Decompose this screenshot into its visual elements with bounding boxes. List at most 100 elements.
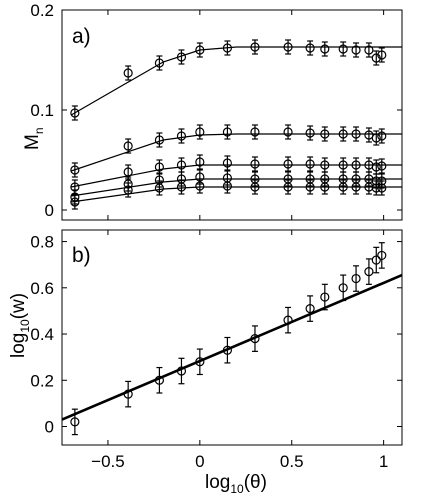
series-2-point-marker (338, 129, 348, 139)
series-1-point-marker (320, 44, 330, 54)
series-1-point-marker (123, 68, 133, 78)
data-point-marker (377, 250, 387, 261)
series-1-point-marker (250, 42, 260, 52)
series-3-point-marker (123, 167, 133, 177)
panel-b-fit-line (61, 273, 403, 421)
series-1-point-marker (351, 45, 361, 55)
series-3-point-marker (154, 162, 165, 172)
series-1-point-marker (377, 50, 387, 60)
series-2-point-marker (351, 129, 361, 139)
series-1-point-marker (305, 43, 315, 53)
series-5-point-marker (222, 181, 233, 191)
series-1-point-marker (154, 58, 165, 68)
series-2-point-marker (176, 131, 187, 141)
series-2-point-marker (320, 129, 330, 139)
data-point-marker (195, 357, 205, 367)
series-5-point-marker (320, 182, 330, 192)
series-2-point-marker (371, 133, 381, 143)
panel-b-ylabel-sub: 10 (18, 319, 32, 333)
series-1-point-marker (176, 52, 187, 62)
panel-a-ytick-label: 0.1 (30, 101, 54, 120)
panel-b-xtick-label: 0 (195, 452, 204, 471)
series-1-point-marker (283, 42, 293, 52)
panel-b-ylabel: log10(w) (8, 293, 32, 358)
panel-b-xtick-label: −0.5 (91, 452, 125, 471)
series-1-point-marker (222, 43, 233, 53)
series-5-point-marker (283, 182, 293, 192)
panel-a-frame (61, 9, 403, 221)
series-5-point-marker (176, 182, 187, 192)
series-2-point-marker (195, 127, 205, 137)
panel-b-xlabel-sub: 10 (230, 482, 244, 496)
data-point-marker (222, 345, 233, 355)
series-2-point-marker (154, 135, 165, 145)
data-point-marker (371, 255, 381, 265)
series-3-point-marker (250, 159, 260, 169)
panel-b-xtick-label: 0.5 (280, 452, 304, 471)
panel-b-xtick-label: 1 (379, 452, 388, 471)
panel-b-ylabel-main: log (8, 333, 29, 358)
panel-b-ytick-label: 0.6 (30, 279, 54, 298)
series-5-point-marker (195, 181, 205, 191)
series-3-point-marker (222, 158, 233, 168)
series-5-point-marker (377, 183, 387, 193)
panel-a-ytick-label: 0 (45, 201, 54, 220)
panel-b-ytick-label: 0.2 (30, 371, 54, 390)
series-5-point-marker (250, 182, 260, 192)
data-point-marker (351, 273, 361, 284)
series-5-point-marker (70, 197, 80, 207)
data-point-marker (320, 292, 330, 302)
panel-a-ylabel: Mn (22, 127, 46, 150)
series-2-point-marker (377, 131, 387, 141)
series-1-point-marker (338, 44, 348, 54)
panel-b-ytick-label: 0 (45, 418, 54, 437)
series-5-point-marker (123, 185, 133, 195)
data-point-marker (283, 315, 293, 325)
panel-a-ylabel-main: M (22, 134, 43, 150)
panel-b-frame (61, 229, 403, 446)
panel-b: 00.20.40.60.8−0.5 0 0.5 1 b) log10(w) log10… (8, 229, 403, 496)
panel-b-ylabel-rest: (w) (8, 293, 29, 319)
panel-b-xlabel: log10(θ) (205, 472, 267, 496)
series-5-point-marker (305, 182, 315, 192)
panel-a-ylabel-sub: n (32, 127, 46, 134)
series-3-point-marker (320, 160, 330, 170)
data-point-marker (338, 283, 348, 293)
panel-b-ytick-label: 0.4 (30, 325, 54, 344)
series-2-point-marker (283, 127, 293, 137)
series-1-point-marker (195, 45, 205, 55)
panel-a-ticks: 0 0.1 0.2 (30, 1, 402, 220)
series-2-point-marker (222, 127, 233, 137)
regression-line (61, 273, 403, 421)
data-point-marker (154, 375, 165, 385)
series-5-point-marker (371, 183, 381, 193)
series-3-fit-line (71, 164, 402, 188)
series-3-point-marker (305, 159, 315, 169)
series-5-point-marker (338, 182, 348, 192)
series-3-point-marker (176, 160, 187, 170)
panel-a-tag: a) (72, 25, 91, 48)
panel-a-points (70, 39, 387, 210)
panel-b-ytick-label: 0.8 (30, 233, 54, 252)
data-point-marker (123, 389, 133, 399)
panel-b-points (70, 242, 387, 436)
series-3-point-marker (351, 160, 361, 170)
series-1-point-marker (364, 45, 374, 55)
data-point-marker (250, 334, 260, 344)
series-3-point-marker (377, 161, 387, 171)
series-3-point-marker (195, 157, 205, 167)
panel-b-xlabel-rest: (θ) (244, 472, 267, 493)
series-2-point-marker (70, 165, 80, 175)
panel-b-tag: b) (72, 244, 91, 267)
series-5-point-marker (351, 182, 361, 192)
series-3-point-marker (371, 162, 381, 172)
panel-a-ytick-label: 0.2 (30, 1, 54, 20)
series-2-point-marker (250, 127, 260, 137)
series-3-point-marker (338, 160, 348, 170)
data-point-marker (364, 267, 374, 277)
panel-b-ticks: 0 0.2 0.4 0.6 0.8 −0.5 0 0.5 1 (30, 230, 402, 471)
series-1-fit-line (70, 46, 402, 116)
panel-a: 0 0.1 0.2 a) Mn (22, 1, 403, 221)
series-2-point-marker (123, 141, 133, 151)
